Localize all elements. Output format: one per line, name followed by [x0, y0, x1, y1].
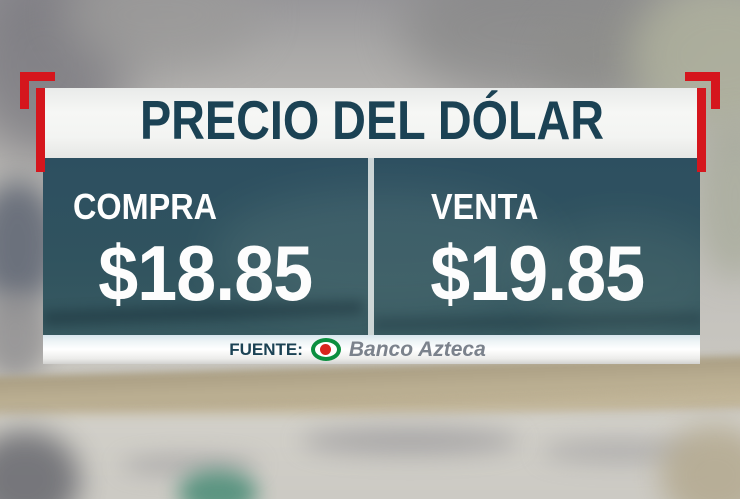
bg-blob	[540, 440, 700, 462]
panel-footer: FUENTE: Banco Azteca	[43, 335, 700, 364]
bg-blob	[300, 428, 520, 454]
bracket-top-left-vertical	[20, 72, 29, 109]
rate-panel: PRECIO DEL DÓLAR COMPRA $18.85 VENTA $19…	[43, 88, 700, 364]
bg-blob	[400, 0, 690, 100]
sell-label: VENTA	[431, 186, 539, 227]
buy-value-text: $18.85	[98, 229, 314, 317]
panel-header: PRECIO DEL DÓLAR	[44, 88, 699, 158]
accent-bar-right	[697, 88, 706, 172]
sell-value: $19.85	[374, 234, 700, 312]
accent-bar-left	[36, 88, 45, 172]
bg-bill-seal	[178, 470, 258, 499]
buy-value: $18.85	[43, 234, 368, 312]
bg-bill-face	[0, 414, 740, 499]
page-title: PRECIO DEL DÓLAR	[139, 89, 604, 151]
sell-value-text: $19.85	[430, 229, 645, 317]
source-label: FUENTE:	[229, 339, 303, 359]
bg-blob	[120, 455, 260, 475]
bg-blob	[60, 0, 260, 70]
bg-blob	[660, 425, 740, 499]
banco-azteca-logo-icon	[310, 338, 341, 361]
logo-red-dot	[320, 344, 332, 355]
column-divider	[368, 158, 374, 335]
bg-bill-stack-edge	[0, 388, 740, 436]
bg-bill-stack-edge	[0, 354, 740, 426]
panel-body: COMPRA $18.85 VENTA $19.85	[43, 158, 700, 335]
bg-blob	[540, 10, 680, 100]
buy-column: COMPRA $18.85	[43, 158, 368, 335]
source-name: Banco Azteca	[348, 337, 486, 361]
bg-blob	[0, 430, 80, 499]
sell-column: VENTA $19.85	[374, 158, 700, 335]
bracket-top-right-vertical	[711, 72, 720, 109]
buy-label: COMPRA	[73, 186, 217, 227]
source-attribution: FUENTE: Banco Azteca	[229, 338, 486, 362]
